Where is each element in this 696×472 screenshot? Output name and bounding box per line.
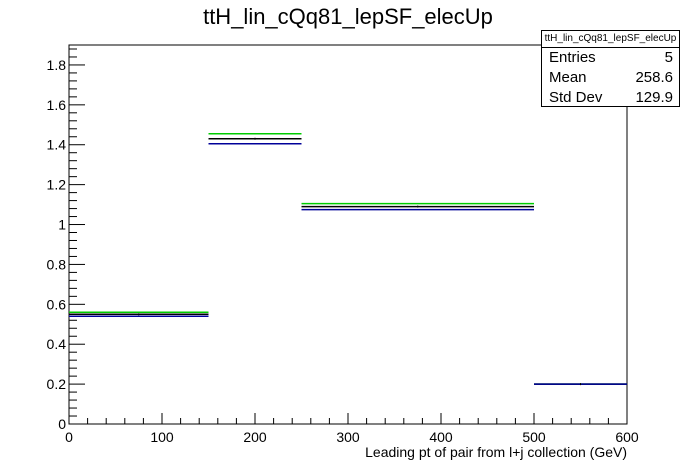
y-tick-label: 0.4 bbox=[47, 336, 67, 352]
y-tick-label: 0 bbox=[58, 416, 66, 432]
stats-row-stddev: Std Dev 129.9 bbox=[542, 88, 679, 108]
x-tick-label: 600 bbox=[615, 429, 639, 445]
y-tick-label: 1.4 bbox=[47, 137, 67, 153]
x-tick-label: 100 bbox=[150, 429, 174, 445]
y-tick-label: 1.8 bbox=[47, 57, 67, 73]
stats-label: Mean bbox=[549, 69, 587, 86]
y-tick-label: 1.6 bbox=[47, 97, 67, 113]
x-tick-label: 500 bbox=[522, 429, 546, 445]
stats-value: 258.6 bbox=[635, 69, 673, 86]
chart-title: ttH_lin_cQq81_lepSF_elecUp bbox=[203, 4, 493, 29]
x-tick-label: 200 bbox=[243, 429, 267, 445]
stats-value: 5 bbox=[664, 49, 673, 66]
x-tick-label: 0 bbox=[65, 429, 73, 445]
stats-box: ttH_lin_cQq81_lepSF_elecUp Entries 5 Mea… bbox=[541, 30, 680, 107]
stats-label: Entries bbox=[549, 49, 596, 66]
y-tick-label: 0.2 bbox=[47, 376, 67, 392]
x-tick-label: 300 bbox=[336, 429, 360, 445]
axis-ticks: 0 100 200 300 400 500 600 0 0.2 0.4 0.6 0.8 1 1.2 1.4 1… bbox=[47, 48, 639, 445]
stats-title: ttH_lin_cQq81_lepSF_elecUp bbox=[542, 31, 679, 48]
y-tick-label: 0.6 bbox=[47, 296, 67, 312]
y-tick-label: 0.8 bbox=[47, 256, 67, 272]
stats-label: Std Dev bbox=[549, 89, 603, 106]
x-axis-label: Leading pt of pair from l+j collection (… bbox=[365, 444, 627, 460]
stats-value: 129.9 bbox=[635, 89, 673, 106]
x-tick-label: 400 bbox=[429, 429, 453, 445]
y-tick-label: 1.2 bbox=[47, 177, 67, 193]
stats-row-entries: Entries 5 bbox=[542, 48, 679, 68]
histogram-bins bbox=[69, 133, 627, 386]
stats-row-mean: Mean 258.6 bbox=[542, 68, 679, 88]
y-tick-label: 1 bbox=[58, 217, 66, 233]
